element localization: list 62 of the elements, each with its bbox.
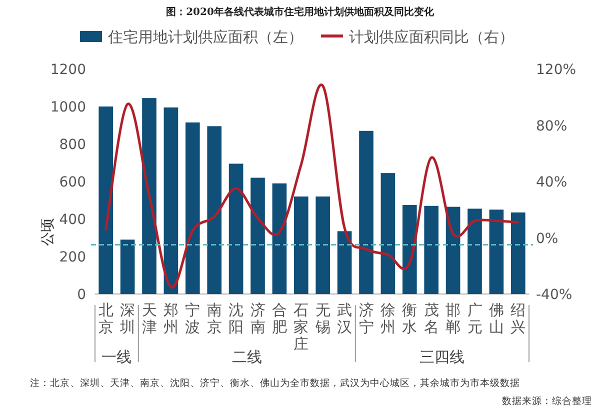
x-tick-label: 沈阳 [228,301,244,336]
x-tick-label: 茂名 [424,301,439,336]
legend-label: 计划供应面积同比（右） [349,28,514,46]
y2-tick-label: 0% [536,230,558,247]
y-tick-label: 800 [59,137,86,153]
y-tick-label: 0 [77,287,86,303]
bar [510,212,526,294]
bar [380,173,396,294]
bar [337,231,352,294]
chart-title: 图：2020年各线代表城市住宅用地计划供地面积及同比变化 [166,6,435,18]
bar [120,240,135,294]
x-tick-label: 广元 [467,301,482,336]
x-tick-label: 邯郸 [446,301,461,336]
x-tick-label: 绍兴 [510,301,526,336]
y-axis-title: 公顷 [40,218,56,246]
bar [98,106,114,294]
x-tick-label: 石家庄 [294,301,309,353]
x-tick-label: 佛山 [488,301,504,336]
text: 二线 [232,348,262,366]
bar [402,204,417,294]
x-tick-label: 合肥 [272,301,287,336]
bar [164,107,178,294]
bar [250,178,265,294]
bar [228,164,244,294]
y2-tick-label: 40% [536,174,568,190]
x-tick-label: 南京 [206,301,222,336]
y-tick-label: 1000 [50,100,86,116]
bar [142,98,156,294]
y-tick-label: 1200 [50,62,86,78]
x-tick-label: 天津 [142,301,157,336]
x-tick-label: 徐州 [380,301,396,336]
text: 一线 [102,348,132,366]
y-tick-label: 600 [59,174,86,190]
bar [468,208,482,294]
bar [489,210,504,294]
x-tick-label: 北京 [98,301,114,336]
x-tick-label: 宁波 [185,301,200,336]
y-tick-label: 400 [59,212,86,228]
text: 注：北京、深圳、天津、南京、沈阳、济宁、衡水、佛山为全市数据，武汉为中心城区，其余城市为市本级数据 [30,377,520,389]
bar [359,130,374,294]
legend-label: 住宅用地计划供应面积（左） [107,28,303,46]
source-note: 数据来源：综合整理 [502,395,592,407]
text: 三四线 [420,348,465,366]
x-tick-label: 深圳 [119,301,136,336]
bar [294,196,308,294]
x-tick-label: 济南 [250,301,266,336]
bar [207,126,222,294]
line-series [104,84,520,288]
bar [424,206,439,294]
bar [272,183,287,294]
x-tick-label: 武汉 [337,301,352,336]
y-tick-label: 200 [59,250,86,266]
bar [316,196,330,294]
x-tick-label: 郑州 [163,301,178,336]
y2-tick-label: 120% [536,62,576,78]
y2-tick-label: -40% [536,287,572,303]
x-tick-label: 无锡 [314,301,330,336]
x-tick-label: 济宁 [358,301,374,336]
x-tick-label: 衡水 [402,301,418,336]
y2-tick-label: 80% [536,118,568,134]
bar [446,206,460,294]
bar [185,122,200,294]
